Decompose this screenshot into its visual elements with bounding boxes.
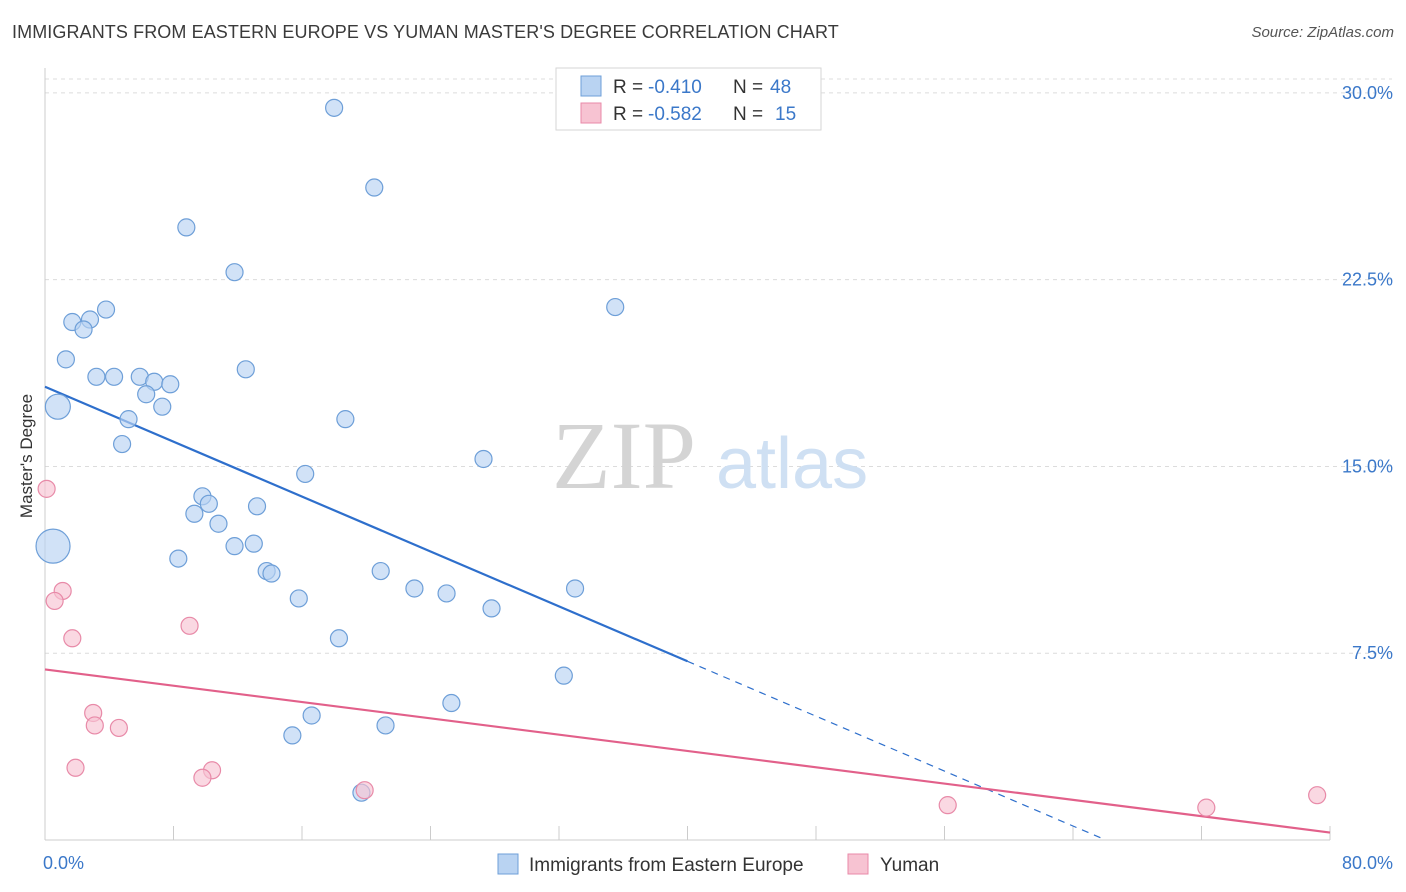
trend-lines bbox=[44, 385, 1331, 841]
data-point-eastern-europe bbox=[74, 320, 93, 339]
data-point-eastern-europe bbox=[199, 494, 218, 513]
data-point-eastern-europe bbox=[376, 716, 395, 735]
x-tick-label-end: 80.0% bbox=[1342, 853, 1393, 873]
data-point-eastern-europe bbox=[35, 528, 71, 564]
data-point-yuman bbox=[355, 781, 374, 800]
data-point-yuman bbox=[109, 718, 128, 738]
watermark: ZIP atlas bbox=[552, 402, 868, 509]
data-point-eastern-europe bbox=[302, 706, 321, 725]
data-point-eastern-europe bbox=[177, 218, 196, 237]
data-point-yuman bbox=[37, 479, 56, 498]
data-points bbox=[35, 98, 1327, 817]
bottom-legend-label-blue: Immigrants from Eastern Europe bbox=[529, 855, 804, 876]
tick-labels: 7.5% 15.0% 22.5% 30.0% 0.0% 80.0% bbox=[43, 83, 1393, 873]
data-point-eastern-europe bbox=[606, 297, 625, 317]
legend-r-value-1: -0.410 bbox=[648, 77, 702, 98]
y-axis-title: Master's Degree bbox=[17, 394, 36, 518]
data-point-eastern-europe bbox=[565, 579, 585, 598]
bottom-legend-swatch-pink bbox=[847, 853, 869, 875]
data-point-eastern-europe bbox=[365, 178, 384, 197]
legend-r-label-2: R = bbox=[613, 104, 643, 125]
trendline-blue-dashed bbox=[687, 660, 1106, 841]
data-point-yuman bbox=[85, 716, 104, 735]
y-tick-label: 7.5% bbox=[1352, 643, 1393, 663]
chart-title: IMMIGRANTS FROM EASTERN EUROPE VS YUMAN … bbox=[12, 22, 839, 42]
data-point-eastern-europe bbox=[336, 410, 355, 429]
data-point-yuman bbox=[45, 591, 64, 611]
data-point-eastern-europe bbox=[482, 599, 501, 618]
legend-n-value-2: 15 bbox=[775, 104, 796, 125]
legend-n-label-1: N = bbox=[733, 77, 763, 98]
data-point-eastern-europe bbox=[289, 589, 308, 608]
data-point-eastern-europe bbox=[96, 300, 116, 319]
data-point-yuman bbox=[180, 616, 199, 635]
watermark-atlas: atlas bbox=[716, 424, 868, 504]
data-point-yuman bbox=[1197, 798, 1216, 817]
data-point-eastern-europe bbox=[442, 693, 461, 713]
axes bbox=[44, 68, 1331, 841]
data-point-eastern-europe bbox=[474, 449, 493, 469]
data-point-eastern-europe bbox=[209, 514, 228, 533]
legend-swatch-blue bbox=[580, 75, 602, 97]
legend-swatch-pink bbox=[580, 102, 602, 124]
data-point-eastern-europe bbox=[137, 385, 156, 404]
data-point-yuman bbox=[66, 758, 85, 777]
y-tick-label: 30.0% bbox=[1342, 83, 1393, 103]
data-point-eastern-europe bbox=[247, 497, 267, 516]
data-point-eastern-europe bbox=[153, 397, 172, 416]
trendline-blue-solid bbox=[44, 385, 688, 663]
data-point-eastern-europe bbox=[225, 537, 244, 556]
x-tick-label-start: 0.0% bbox=[43, 853, 84, 873]
data-point-eastern-europe bbox=[119, 410, 138, 429]
legend-r-value-2: -0.582 bbox=[648, 104, 702, 125]
data-point-eastern-europe bbox=[371, 561, 390, 581]
data-point-yuman bbox=[1308, 786, 1327, 805]
bottom-legend-label-pink: Yuman bbox=[880, 855, 939, 876]
data-point-eastern-europe bbox=[225, 263, 244, 282]
data-point-eastern-europe bbox=[87, 367, 106, 386]
data-point-eastern-europe bbox=[262, 564, 281, 583]
data-point-eastern-europe bbox=[405, 579, 424, 598]
data-point-eastern-europe bbox=[325, 98, 344, 117]
data-point-eastern-europe bbox=[169, 549, 188, 568]
legend-r-label-1: R = bbox=[613, 77, 643, 98]
y-tick-label: 22.5% bbox=[1342, 270, 1393, 290]
y-tick-label: 15.0% bbox=[1342, 456, 1393, 476]
data-point-yuman bbox=[938, 796, 957, 815]
legend-n-label-2: N = bbox=[733, 104, 763, 125]
bottom-legend: Immigrants from Eastern Europe Yuman bbox=[497, 853, 939, 876]
data-point-eastern-europe bbox=[236, 360, 255, 379]
data-point-eastern-europe bbox=[244, 534, 263, 553]
data-point-eastern-europe bbox=[104, 367, 124, 386]
data-point-eastern-europe bbox=[161, 375, 180, 394]
data-point-eastern-europe bbox=[185, 504, 204, 523]
legend: R = -0.410 N = 48 R = -0.582 N = 15 bbox=[555, 67, 822, 131]
data-point-eastern-europe bbox=[44, 393, 71, 420]
data-point-eastern-europe bbox=[56, 350, 75, 369]
data-point-eastern-europe bbox=[329, 629, 349, 648]
data-point-eastern-europe bbox=[554, 666, 573, 685]
data-point-eastern-europe bbox=[283, 726, 302, 745]
data-point-eastern-europe bbox=[296, 464, 315, 484]
source-credit: Source: ZipAtlas.com bbox=[1251, 24, 1394, 41]
legend-n-value-1: 48 bbox=[770, 77, 791, 98]
bottom-legend-swatch-blue bbox=[497, 853, 519, 875]
trendline-pink bbox=[44, 668, 1331, 834]
data-point-eastern-europe bbox=[112, 434, 132, 454]
watermark-zip: ZIP bbox=[552, 402, 696, 509]
data-point-eastern-europe bbox=[437, 584, 456, 603]
data-point-yuman bbox=[193, 768, 212, 787]
data-point-yuman bbox=[63, 629, 82, 648]
